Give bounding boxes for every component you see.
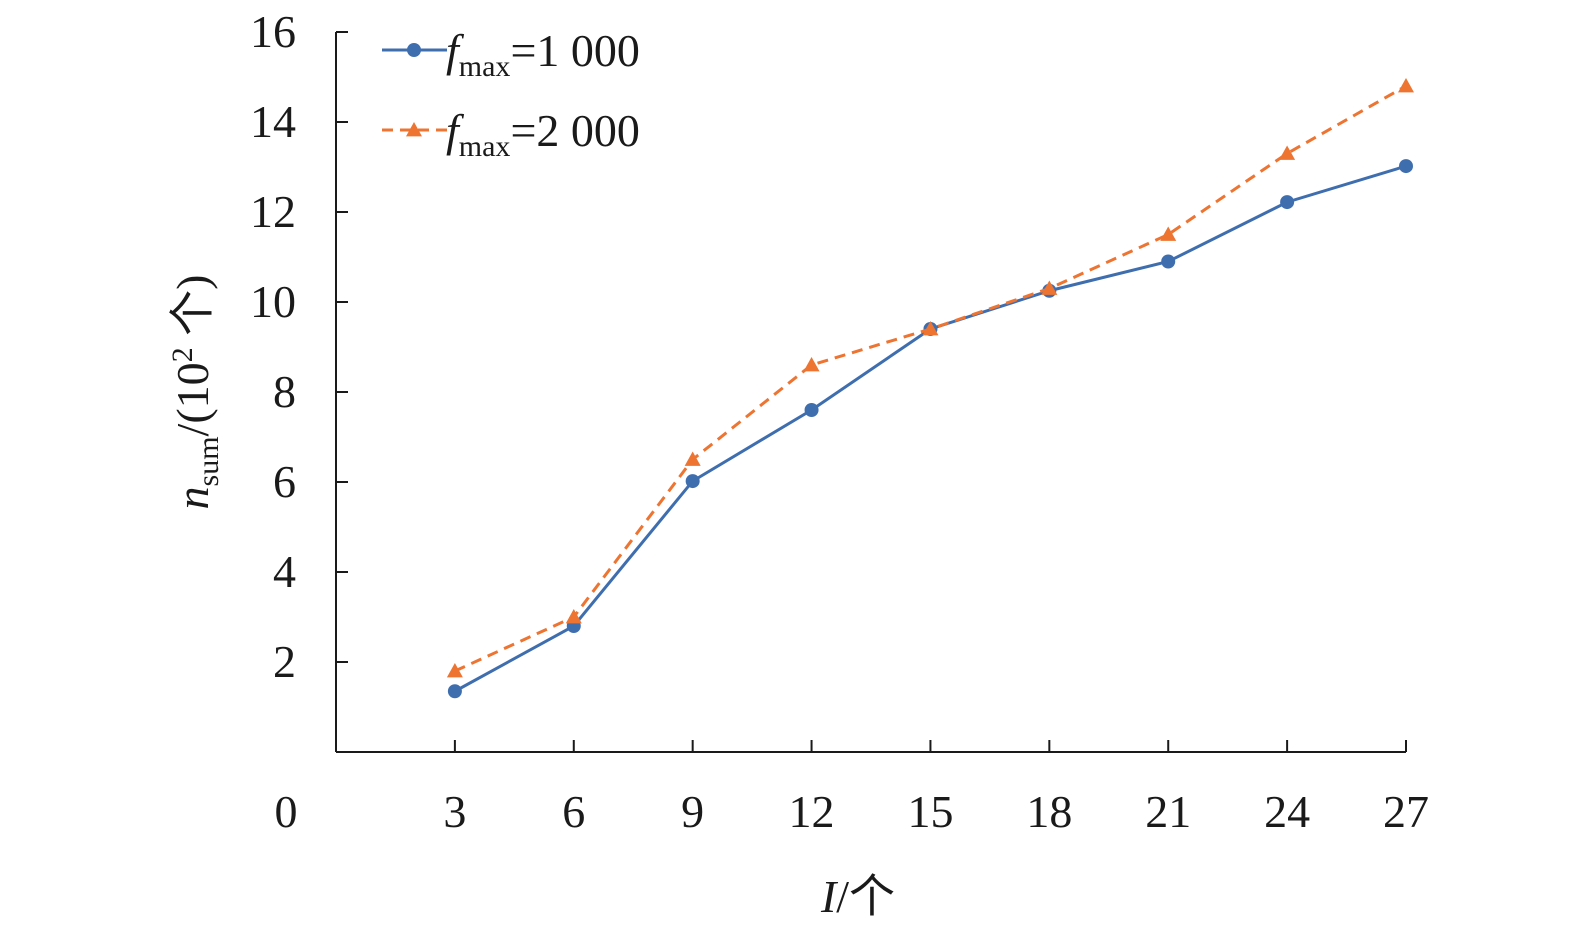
y-tick-label: 10 bbox=[250, 276, 296, 327]
series-2-point bbox=[446, 663, 463, 678]
x-tick-label: 12 bbox=[789, 786, 835, 837]
series-1-point bbox=[447, 684, 462, 699]
x-axis-variable: I bbox=[820, 871, 839, 922]
legend-item-1: fmax=1 000 bbox=[382, 25, 640, 83]
x-tick-label: 21 bbox=[1145, 786, 1191, 837]
y-axis-unit: /(10 bbox=[167, 362, 218, 436]
series-1-point bbox=[1161, 254, 1176, 269]
y-axis-unit-end: 个) bbox=[167, 275, 218, 348]
y-tick-label: 2 bbox=[273, 636, 296, 687]
series-1-line bbox=[454, 164, 1407, 693]
series-2-point bbox=[1279, 145, 1296, 160]
series-2 bbox=[446, 78, 1414, 678]
y-tick-label: 12 bbox=[250, 186, 296, 237]
x-tick-label: 24 bbox=[1264, 786, 1310, 837]
origin-tick-label: 0 bbox=[275, 786, 298, 837]
y-axis-variable: n bbox=[167, 486, 218, 509]
legend-label-value: =1 000 bbox=[510, 25, 639, 76]
y-tick-label: 14 bbox=[250, 96, 296, 147]
legend-item-2: fmax=2 000 bbox=[382, 105, 640, 163]
series-2-point bbox=[803, 357, 820, 372]
y-axis-superscript: 2 bbox=[166, 347, 199, 362]
y-tick-label: 6 bbox=[273, 456, 296, 507]
x-tick-label: 3 bbox=[443, 786, 466, 837]
x-tick-label: 18 bbox=[1026, 786, 1072, 837]
y-tick-label: 16 bbox=[250, 6, 296, 57]
legend-label: fmax=2 000 bbox=[446, 105, 640, 163]
x-tick-label: 6 bbox=[562, 786, 585, 837]
series-2-point bbox=[565, 609, 582, 624]
x-axis-unit: /个 bbox=[836, 871, 895, 922]
series-1-point bbox=[1399, 159, 1413, 174]
legend-swatch-marker bbox=[406, 122, 422, 137]
legend: fmax=1 000 fmax=2 000 bbox=[382, 25, 640, 163]
legend-label-subscript: max bbox=[459, 50, 511, 83]
y-axis-subscript: sum bbox=[192, 436, 225, 486]
y-tick-label: 8 bbox=[273, 366, 296, 417]
y-tick-label: 4 bbox=[273, 546, 296, 597]
series-2-line bbox=[454, 84, 1407, 673]
series-2-point bbox=[1041, 280, 1058, 295]
series-2-point bbox=[1398, 78, 1414, 93]
series-2-point bbox=[684, 451, 701, 466]
series-2-point bbox=[922, 321, 939, 336]
x-tick-label: 27 bbox=[1383, 786, 1429, 837]
series-layer bbox=[446, 78, 1414, 699]
x-ticks: 3 6 9 12 15 18 21 24 27 bbox=[443, 740, 1429, 837]
series-1-point bbox=[1280, 195, 1295, 210]
y-ticks: 2 4 6 8 10 12 14 16 bbox=[250, 6, 348, 687]
legend-swatch-marker bbox=[407, 43, 421, 57]
legend-label-value: =2 000 bbox=[510, 105, 639, 156]
x-tick-label: 15 bbox=[907, 786, 953, 837]
x-tick-label: 9 bbox=[681, 786, 704, 837]
legend-label-subscript: max bbox=[459, 130, 511, 163]
series-1 bbox=[447, 159, 1413, 699]
series-1-point bbox=[804, 403, 819, 417]
x-axis-title: I/个 bbox=[820, 871, 895, 922]
legend-label: fmax=1 000 bbox=[446, 25, 640, 83]
series-2-point bbox=[1160, 226, 1177, 241]
y-axis-title: nsum/(102 个) bbox=[166, 275, 225, 510]
series-1-point bbox=[685, 474, 700, 489]
